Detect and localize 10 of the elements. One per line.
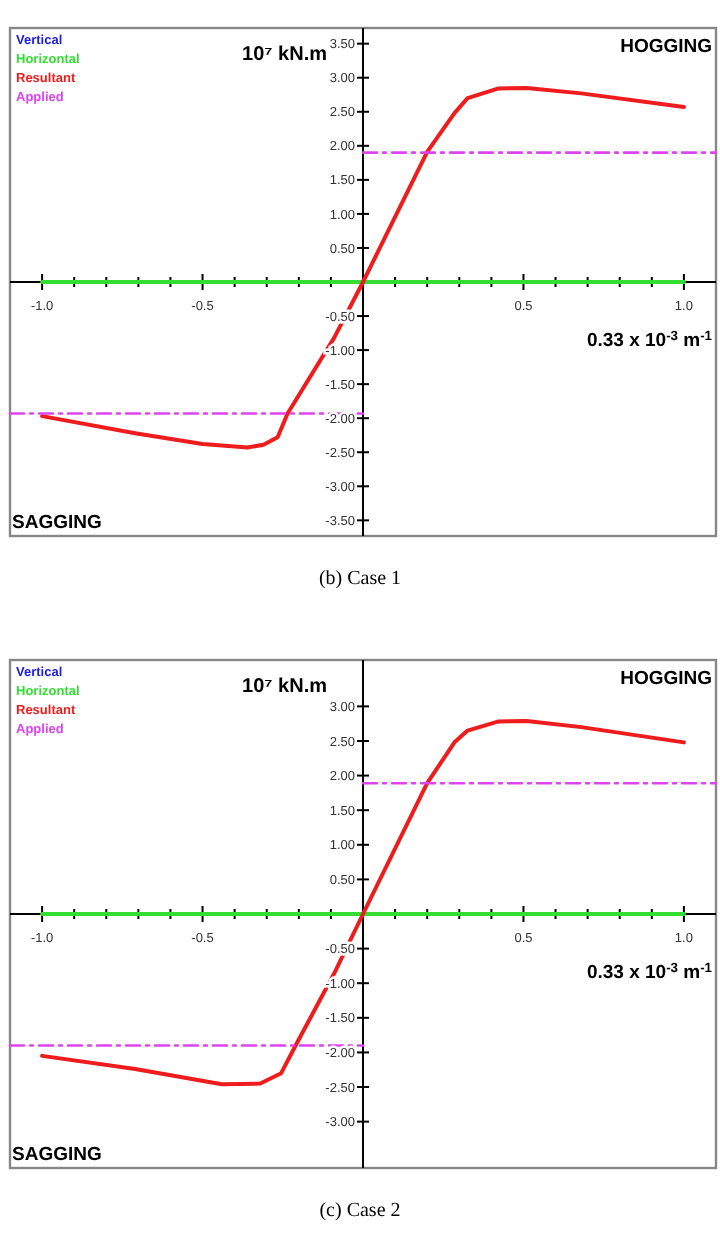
text: (c) Case 2 xyxy=(319,1200,401,1222)
y-axis-title: 10⁷ kN.m xyxy=(242,676,328,698)
text: (b) Case 1 xyxy=(318,568,402,590)
annotation: HOGGING xyxy=(620,36,712,58)
annotation: SAGGING xyxy=(12,512,102,534)
annotation: HOGGING xyxy=(620,668,712,690)
x-axis-title: 0.33 x 10$^{-3}$ m$^{-1}$ xyxy=(586,329,713,352)
x-axis-title: 0.33 x 10$^{-3}$ m$^{-1}$ xyxy=(586,961,713,984)
y-axis-title: 10⁷ kN.m xyxy=(242,44,328,66)
annotation: SAGGING xyxy=(12,1144,102,1166)
